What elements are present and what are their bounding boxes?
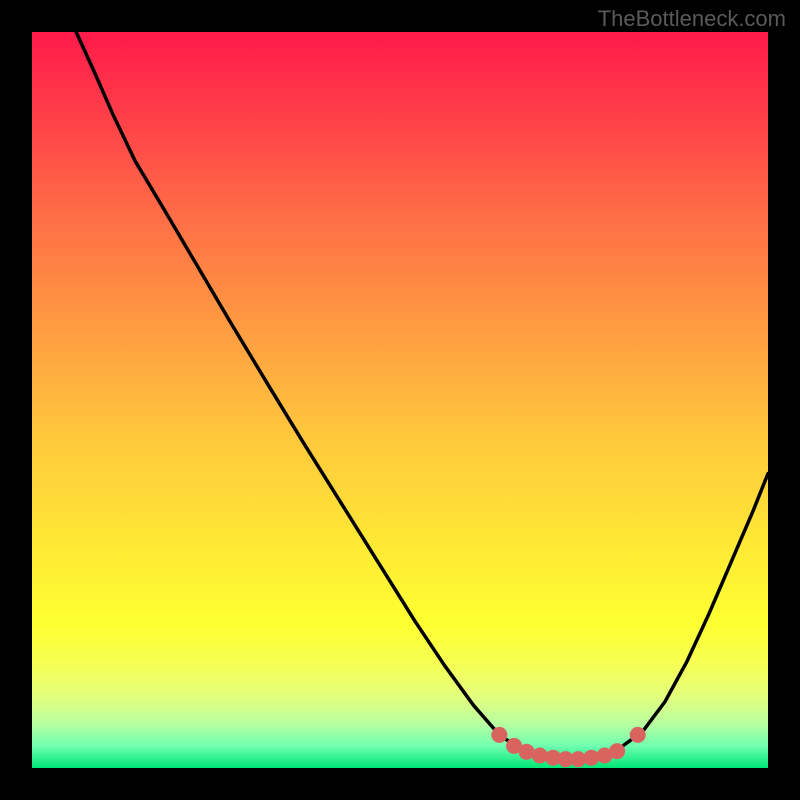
marker-dot: [491, 727, 507, 743]
marker-dot: [630, 727, 646, 743]
bottleneck-chart: [0, 0, 800, 800]
plot-background: [32, 32, 768, 768]
marker-dot: [609, 743, 625, 759]
watermark-text: TheBottleneck.com: [598, 6, 786, 32]
